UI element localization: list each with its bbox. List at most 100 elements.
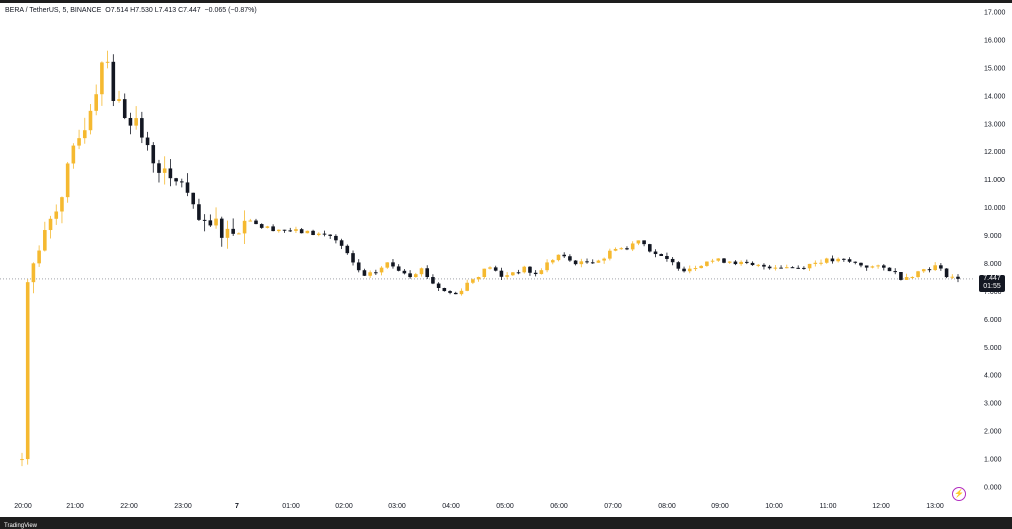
candle-body [140, 118, 144, 138]
candle-body [322, 233, 327, 235]
candle-body [653, 251, 658, 255]
candle-body [784, 267, 789, 269]
candle-body [870, 266, 875, 268]
candle-body [625, 248, 629, 250]
candle-body [60, 197, 64, 212]
candle-body [316, 233, 321, 236]
symbol-header[interactable]: BERA / TetherUS, 5, BINANCE O7.514 H7.53… [5, 7, 257, 14]
candle-body [813, 262, 818, 264]
candle-body [105, 61, 110, 63]
candle-body [265, 226, 270, 228]
candle-body [516, 272, 521, 274]
x-tick-label: 12:00 [872, 503, 890, 510]
candle-body [385, 262, 390, 268]
candle-body [162, 168, 167, 173]
candle-body [699, 265, 703, 269]
price-axis[interactable]: 17.000 16.000 15.000 14.000 13.000 12.000 11.0… [984, 10, 1006, 492]
candle-body [568, 256, 572, 261]
candle-body [824, 258, 829, 263]
candle-body [488, 267, 492, 269]
candle-body [71, 145, 76, 164]
candle-body [351, 253, 355, 263]
last-price-value: 7.447 [983, 274, 1001, 282]
candle-body [368, 272, 372, 276]
candle-body [733, 261, 738, 265]
candle-body [693, 268, 698, 270]
x-tick-label: 09:00 [711, 503, 729, 510]
candle-body [893, 271, 898, 273]
candle-body [499, 270, 504, 277]
candle-body [242, 220, 247, 234]
y-tick-label: 5.000 [984, 345, 1002, 352]
candle-body [573, 260, 578, 265]
y-tick-label: 4.000 [984, 373, 1002, 380]
candle-body [505, 275, 509, 277]
candle-body [208, 220, 213, 226]
chart-panel[interactable]: 17.000 16.000 15.000 14.000 13.000 12.000 11.0… [0, 3, 1012, 517]
candle-body [248, 220, 253, 222]
candle-body [459, 290, 464, 295]
candle-body [550, 260, 555, 263]
candle-body [20, 459, 24, 461]
candle-body [214, 218, 218, 226]
candle-body [419, 268, 424, 275]
candle-body [533, 272, 538, 275]
low-value: L7.413 [154, 7, 177, 14]
candle-body [522, 266, 527, 273]
candle-body [927, 269, 932, 271]
candle-body [288, 230, 293, 232]
candle-body [682, 268, 686, 272]
candle-body [779, 267, 783, 269]
candle-body [191, 192, 196, 205]
price-chart[interactable]: 17.000 16.000 15.000 14.000 13.000 12.000 11.0… [0, 3, 1012, 517]
candle-body [876, 265, 880, 267]
candle-body [374, 272, 378, 274]
candle-body [887, 267, 892, 272]
y-tick-label: 9.000 [984, 233, 1002, 240]
y-tick-label: 2.000 [984, 429, 1002, 436]
candle-body [82, 130, 87, 139]
candle-body [585, 261, 589, 263]
candle-body [916, 271, 920, 278]
candle-body [425, 268, 430, 278]
y-tick-label: 7.000 [984, 289, 1002, 296]
candle-body [636, 240, 641, 244]
candle-body [311, 230, 315, 236]
x-tick-label: 08:00 [658, 503, 676, 510]
tradingview-logo: TradingView [4, 523, 37, 529]
candle-body [408, 273, 412, 278]
candle-body [882, 265, 886, 268]
candle-body [613, 248, 618, 251]
candle-body [259, 224, 264, 228]
candles-layer [20, 50, 960, 467]
lightning-icon[interactable]: ⚡ [952, 487, 966, 501]
candle-body [773, 267, 778, 269]
candle-body [391, 262, 395, 267]
bar-countdown: 01:55 [983, 282, 1001, 290]
candle-body [339, 240, 344, 246]
candle-body [453, 292, 458, 295]
candle-body [921, 269, 926, 272]
candle-body [676, 262, 681, 269]
x-tick-label: 05:00 [496, 503, 514, 510]
candle-body [545, 262, 549, 271]
symbol-label: BERA / TetherUS, 5, BINANCE [5, 7, 102, 14]
candle-body [705, 261, 709, 266]
x-tick-label: 10:00 [765, 503, 783, 510]
candle-body [602, 258, 606, 261]
brand-label: TradingView [4, 523, 38, 529]
candle-body [294, 229, 298, 231]
time-axis[interactable]: 20:00 21:00 22:00 23:00 7 01:00 02:00 03:00 04:0… [14, 503, 944, 510]
candle-body [448, 291, 452, 293]
candle-body [562, 254, 566, 257]
candle-body [94, 94, 98, 111]
candle-body [556, 254, 561, 261]
candle-body [37, 250, 41, 264]
candle-body [710, 260, 715, 262]
x-tick-label: 7 [235, 503, 239, 510]
candle-body [596, 260, 601, 263]
candle-body [356, 262, 361, 271]
y-tick-label: 6.000 [984, 317, 1002, 324]
candle-body [305, 230, 310, 234]
candle-body [899, 272, 903, 280]
